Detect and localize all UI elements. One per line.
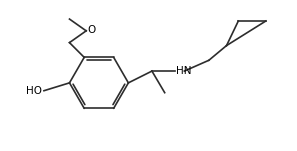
Text: O: O: [87, 25, 95, 35]
Text: HO: HO: [26, 86, 42, 96]
Text: HN: HN: [176, 66, 192, 76]
